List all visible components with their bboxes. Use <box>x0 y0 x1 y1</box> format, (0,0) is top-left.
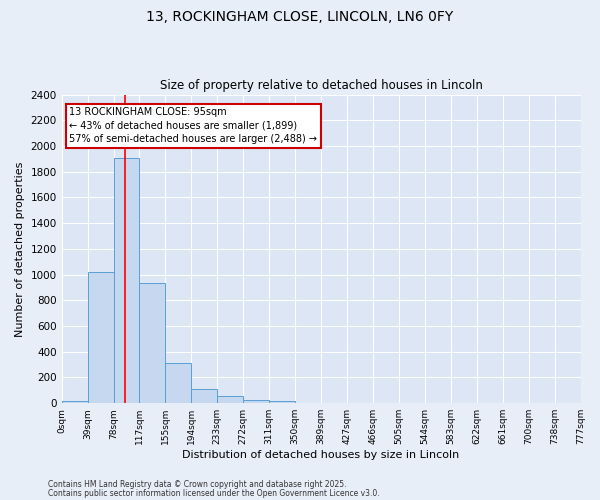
Bar <box>269 402 295 403</box>
Bar <box>113 158 139 403</box>
Y-axis label: Number of detached properties: Number of detached properties <box>15 161 25 336</box>
Bar <box>62 400 88 403</box>
Text: Contains HM Land Registry data © Crown copyright and database right 2025.: Contains HM Land Registry data © Crown c… <box>48 480 347 489</box>
Bar <box>191 389 217 403</box>
Bar <box>217 396 243 403</box>
Bar <box>295 402 321 403</box>
Text: Contains public sector information licensed under the Open Government Licence v3: Contains public sector information licen… <box>48 488 380 498</box>
Bar <box>88 272 113 403</box>
Bar <box>166 364 191 403</box>
Text: 13 ROCKINGHAM CLOSE: 95sqm
← 43% of detached houses are smaller (1,899)
57% of s: 13 ROCKINGHAM CLOSE: 95sqm ← 43% of deta… <box>70 108 317 144</box>
Bar <box>243 400 269 403</box>
Bar <box>139 283 166 403</box>
X-axis label: Distribution of detached houses by size in Lincoln: Distribution of detached houses by size … <box>182 450 460 460</box>
Title: Size of property relative to detached houses in Lincoln: Size of property relative to detached ho… <box>160 79 482 92</box>
Text: 13, ROCKINGHAM CLOSE, LINCOLN, LN6 0FY: 13, ROCKINGHAM CLOSE, LINCOLN, LN6 0FY <box>146 10 454 24</box>
